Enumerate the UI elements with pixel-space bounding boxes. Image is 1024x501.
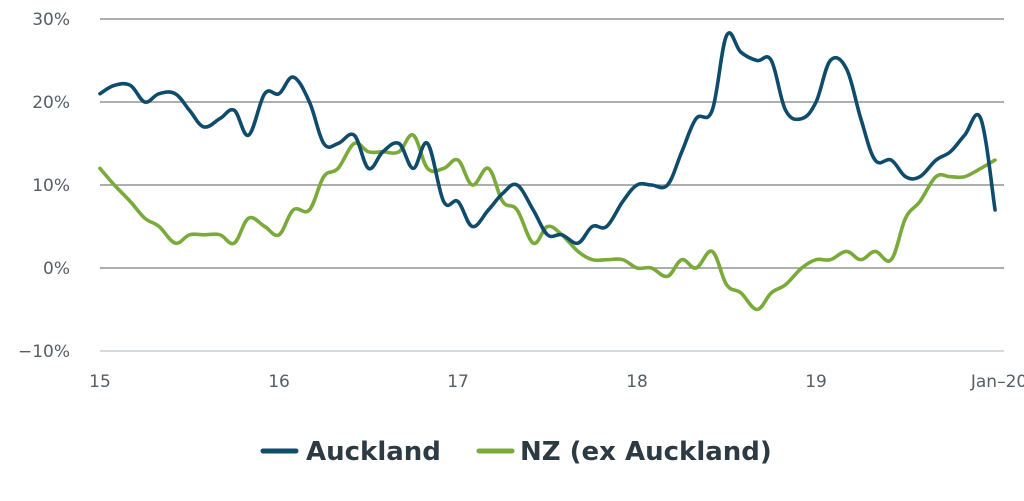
y-tick-label: 30% <box>32 10 70 30</box>
x-tick-label: Jan–20 <box>970 372 1024 392</box>
series-line-auckland <box>98 31 997 246</box>
x-tick-label: 15 <box>89 372 111 392</box>
series-line-nz-ex-auckland <box>98 133 997 312</box>
y-tick-label: −10% <box>18 342 70 362</box>
gridlines <box>100 18 1004 352</box>
x-tick-label: 18 <box>626 372 648 392</box>
legend-label-auckland: Auckland <box>306 437 441 467</box>
x-axis-ticks: 15 16 17 18 19 Jan–20 <box>89 372 1024 392</box>
y-tick-label: 20% <box>32 93 70 113</box>
y-axis-ticks: 30% 20% 10% 0% −10% <box>18 10 70 362</box>
x-tick-label: 17 <box>447 372 469 392</box>
x-tick-label: 16 <box>268 372 290 392</box>
series-lines <box>98 31 997 312</box>
legend-label-nz-ex-auckland: NZ (ex Auckland) <box>520 437 772 467</box>
x-tick-label: 19 <box>805 372 827 392</box>
y-tick-label: 0% <box>43 259 70 279</box>
legend: Auckland NZ (ex Auckland) <box>260 437 772 467</box>
y-tick-label: 10% <box>32 176 70 196</box>
